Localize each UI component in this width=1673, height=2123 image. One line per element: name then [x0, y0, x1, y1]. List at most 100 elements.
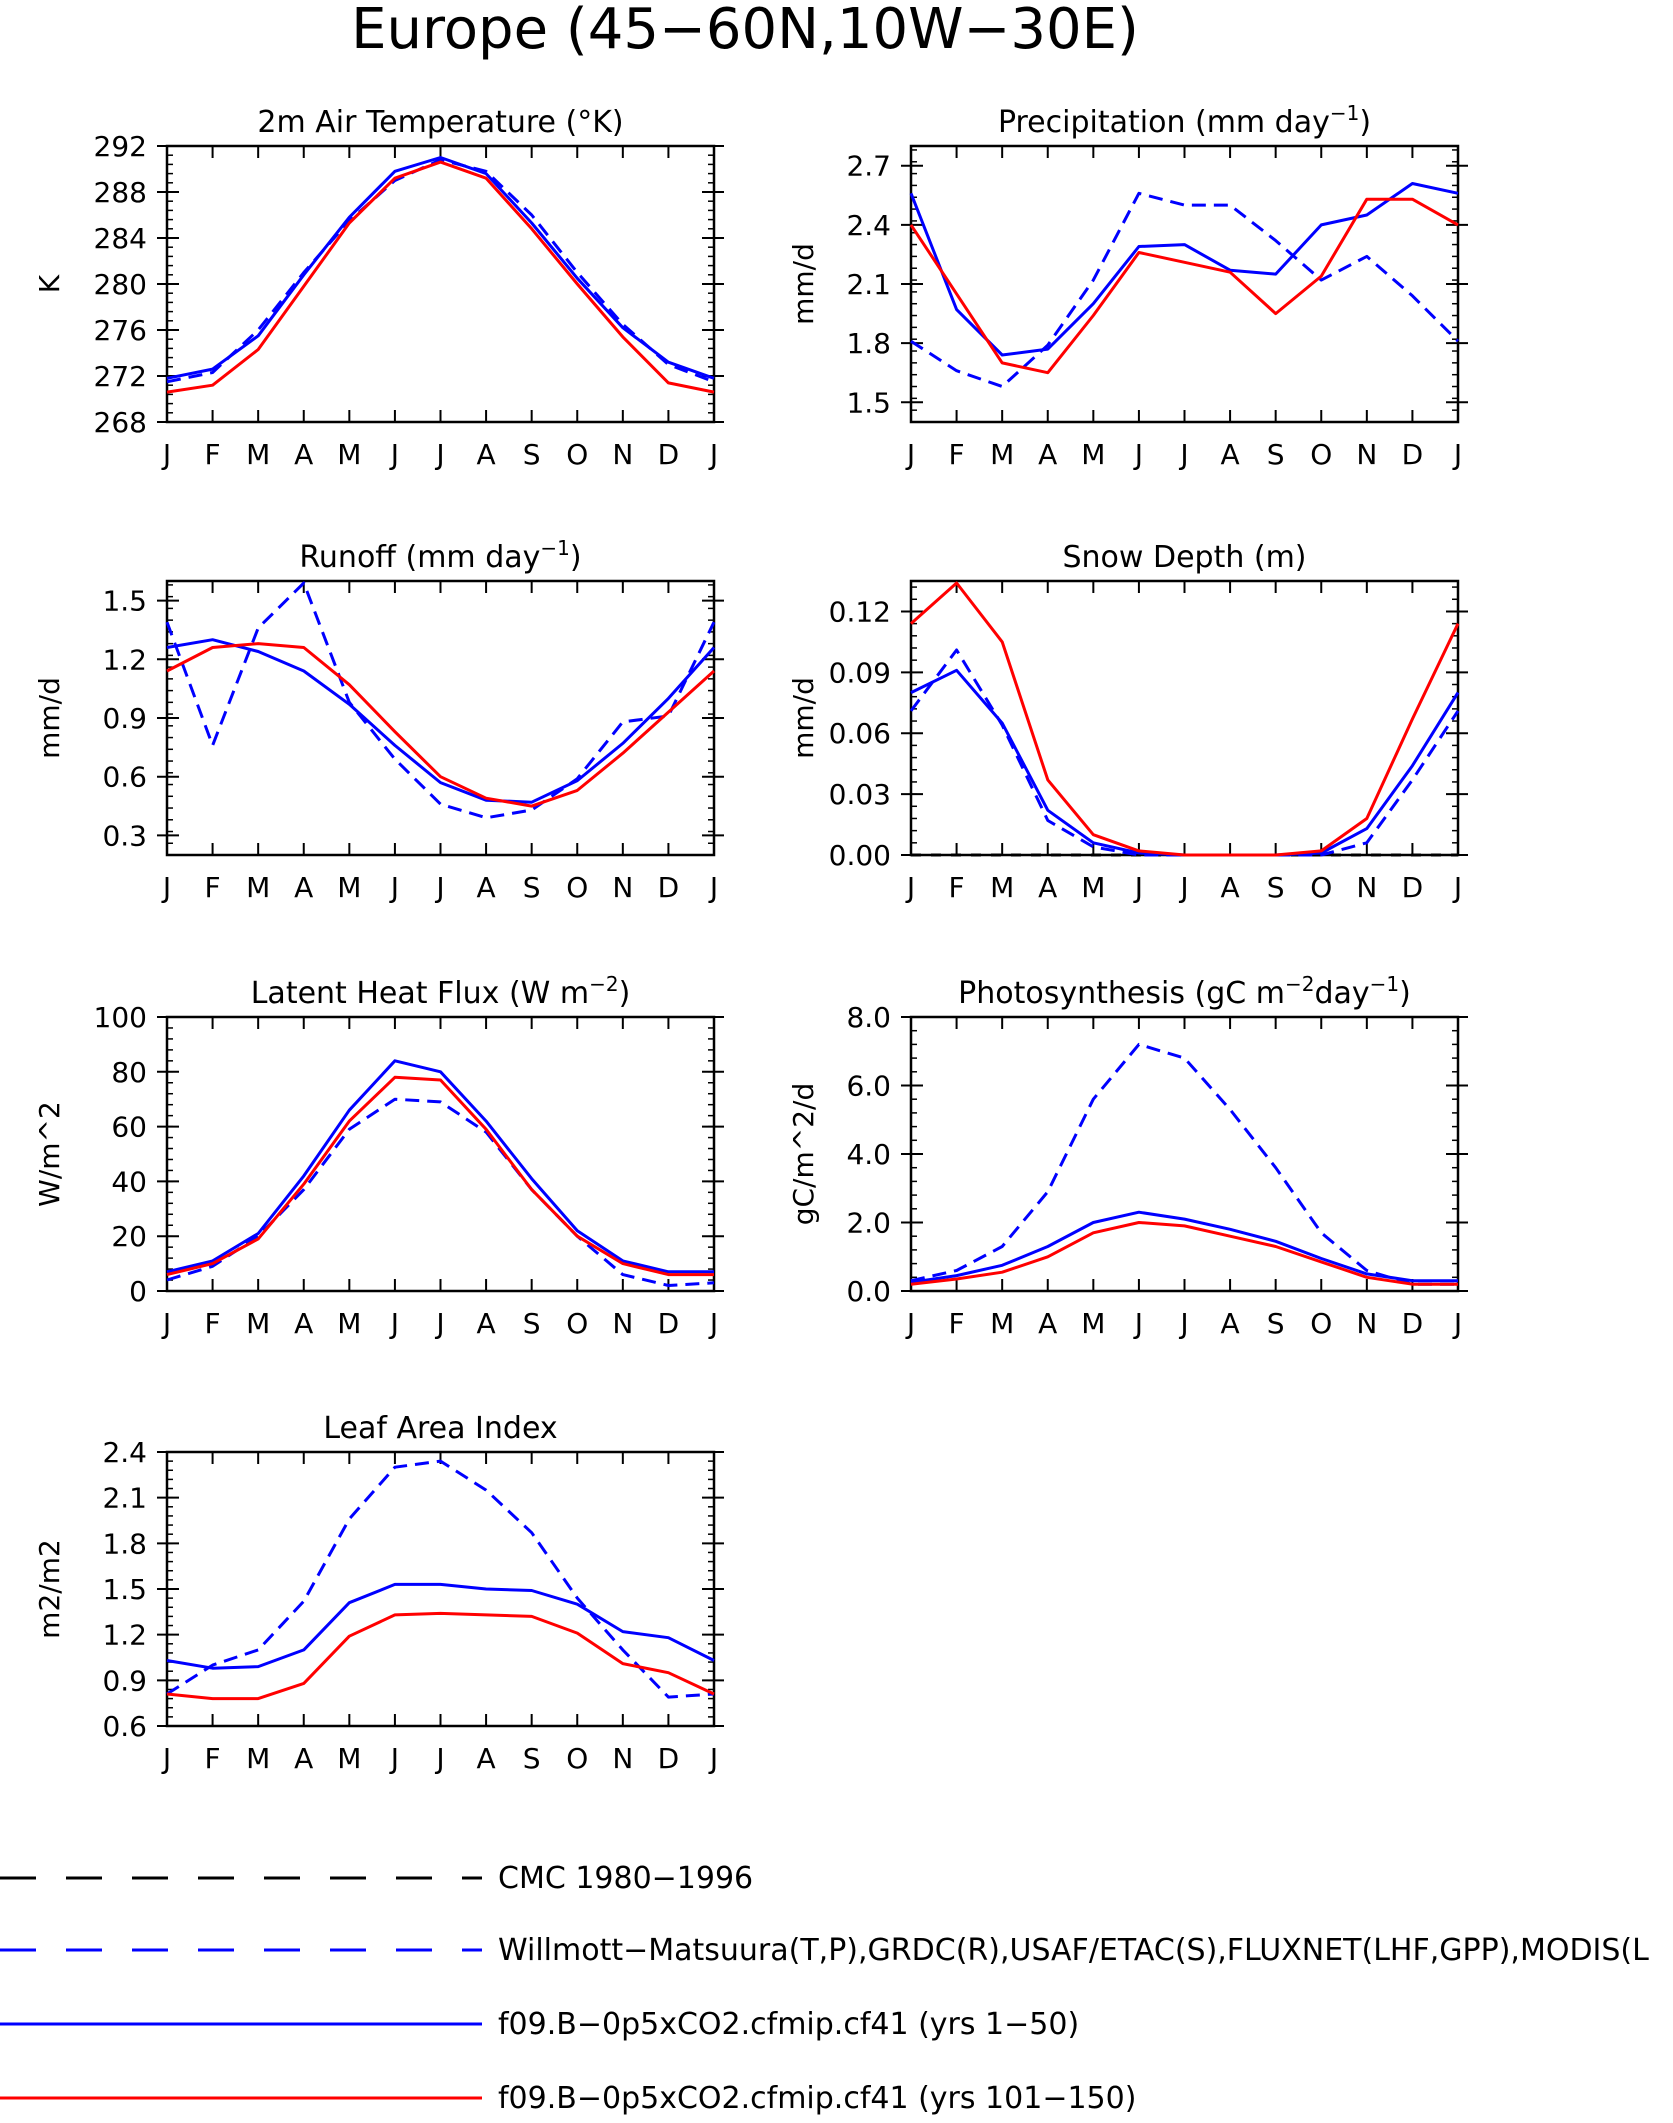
x-tick-label: N — [1356, 438, 1377, 471]
series-line-obs — [166, 1097, 715, 1287]
series-line-model2 — [166, 1611, 715, 1701]
y-tick-label: 0.0 — [846, 1275, 891, 1308]
x-tick-label: J — [1178, 871, 1188, 904]
series-line-model1 — [166, 1059, 714, 1274]
x-tick-label: M — [246, 1307, 270, 1340]
x-tick-label: M — [1081, 438, 1105, 471]
x-tick-label: F — [949, 1307, 965, 1340]
series-line-model2 — [910, 1221, 1458, 1286]
x-tick-label: D — [658, 871, 680, 904]
legend-item-model2: f09.B−0p5xCO2.cfmip.cf41 (yrs 101−150) — [0, 2081, 1136, 2116]
x-tick-label: S — [1267, 1307, 1285, 1340]
series-line-model1 — [909, 182, 1459, 357]
x-tick-label: O — [566, 438, 588, 471]
y-tick-label: 1.5 — [102, 1573, 147, 1606]
x-tick-label: J — [1133, 871, 1143, 904]
series-line-model2 — [166, 1075, 714, 1277]
y-tick-label: 0.06 — [829, 717, 891, 750]
legend: CMC 1980−1996 Willmott−Matsuura(T,P),GRDC… — [0, 1861, 1649, 2116]
x-tick-label: F — [205, 1307, 221, 1340]
y-tick-label: 0.03 — [829, 778, 891, 811]
y-tick-label: 2.0 — [846, 1207, 891, 1240]
y-tick-label: 2.4 — [102, 1436, 147, 1469]
series-line-model1 — [910, 668, 1460, 857]
x-tick-label: A — [477, 871, 496, 904]
x-tick-label: A — [294, 871, 313, 904]
y-axis-label: m2/m2 — [33, 1539, 66, 1639]
y-tick-label: 1.2 — [102, 643, 147, 676]
x-tick-label: A — [1038, 871, 1057, 904]
panel-title: Leaf Area Index — [323, 1411, 557, 1446]
x-tick-label: D — [1402, 871, 1424, 904]
x-tick-label: O — [566, 871, 588, 904]
legend-label: CMC 1980−1996 — [498, 1861, 753, 1896]
x-tick-label: F — [949, 871, 965, 904]
x-tick-label: N — [612, 1307, 633, 1340]
series-line-model1 — [166, 1582, 715, 1670]
legend-label: f09.B−0p5xCO2.cfmip.cf41 (yrs 1−50) — [498, 2007, 1079, 2042]
chart-panel-7: J F M A M J J A S O N D J0.60.91.21.51.82.12.4m2/m2L… — [33, 1411, 724, 1775]
x-tick-label: A — [477, 1742, 496, 1775]
legend-item-cmc: CMC 1980−1996 — [0, 1861, 753, 1896]
y-axis-label: mm/d — [787, 243, 820, 325]
x-tick-label: M — [246, 438, 270, 471]
x-tick-label: D — [658, 1742, 680, 1775]
series-line-obs — [166, 1459, 715, 1699]
y-axis-label: mm/d — [33, 677, 66, 759]
x-tick-label: J — [1178, 1307, 1188, 1340]
x-tick-label: J — [161, 871, 171, 904]
plot-frame — [165, 1450, 716, 1728]
panel-title: Latent Heat Flux (W m−2) — [251, 972, 631, 1011]
y-tick-label: 40 — [111, 1165, 147, 1198]
x-tick-label: D — [1402, 438, 1424, 471]
x-tick-label: J — [1452, 871, 1462, 904]
y-tick-label: 0.6 — [102, 761, 147, 794]
y-tick-label: 0.3 — [102, 819, 147, 852]
x-tick-label: A — [477, 1307, 496, 1340]
x-tick-label: S — [523, 1307, 541, 1340]
series-line-model2 — [166, 160, 715, 394]
panel-title: Photosynthesis (gC m−2day−1) — [958, 972, 1411, 1011]
x-tick-label: M — [337, 1742, 361, 1775]
x-tick-label: A — [477, 438, 496, 471]
y-axis-label: mm/d — [787, 677, 820, 759]
legend-label: f09.B−0p5xCO2.cfmip.cf41 (yrs 101−150) — [498, 2081, 1136, 2116]
x-tick-label: N — [612, 871, 633, 904]
x-tick-label: S — [1267, 438, 1285, 471]
x-tick-label: J — [1452, 1307, 1462, 1340]
x-tick-label: F — [205, 1742, 221, 1775]
x-tick-label: J — [708, 1742, 718, 1775]
y-tick-label: 272 — [94, 360, 147, 393]
x-tick-label: J — [161, 1742, 171, 1775]
x-tick-label: J — [708, 438, 718, 471]
x-tick-label: J — [708, 1307, 718, 1340]
x-tick-label: N — [1356, 871, 1377, 904]
y-tick-label: 1.2 — [102, 1619, 147, 1652]
panel-title: Snow Depth (m) — [1062, 540, 1306, 575]
x-tick-label: J — [1133, 1307, 1143, 1340]
x-tick-label: N — [612, 1742, 633, 1775]
x-tick-label: J — [708, 871, 718, 904]
chart-panel-4: J F M A M J J A S O N D J0.000.030.060.090.12mm/dSno… — [787, 540, 1468, 904]
x-tick-label: M — [990, 871, 1014, 904]
x-tick-label: D — [658, 1307, 680, 1340]
y-tick-label: 1.8 — [846, 327, 891, 360]
series-line-model1 — [910, 1210, 1458, 1284]
plot-frame — [909, 144, 1460, 424]
y-tick-label: 1.8 — [102, 1527, 147, 1560]
x-tick-label: D — [1402, 1307, 1424, 1340]
x-tick-label: A — [1221, 1307, 1240, 1340]
x-tick-label: M — [246, 871, 270, 904]
x-tick-label: M — [337, 1307, 361, 1340]
x-tick-label: S — [523, 871, 541, 904]
y-tick-label: 276 — [94, 314, 147, 347]
chart-panel-2: J F M A M J J A S O N D J1.51.82.12.42.7mm/dPrecipit… — [787, 101, 1468, 471]
y-tick-label: 1.5 — [846, 386, 891, 419]
x-tick-label: J — [905, 438, 915, 471]
x-tick-label: D — [658, 438, 680, 471]
legend-item-model1: f09.B−0p5xCO2.cfmip.cf41 (yrs 1−50) — [0, 2007, 1079, 2042]
series-line-obs — [909, 648, 1460, 857]
y-tick-label: 20 — [111, 1220, 147, 1253]
x-tick-label: F — [205, 438, 221, 471]
